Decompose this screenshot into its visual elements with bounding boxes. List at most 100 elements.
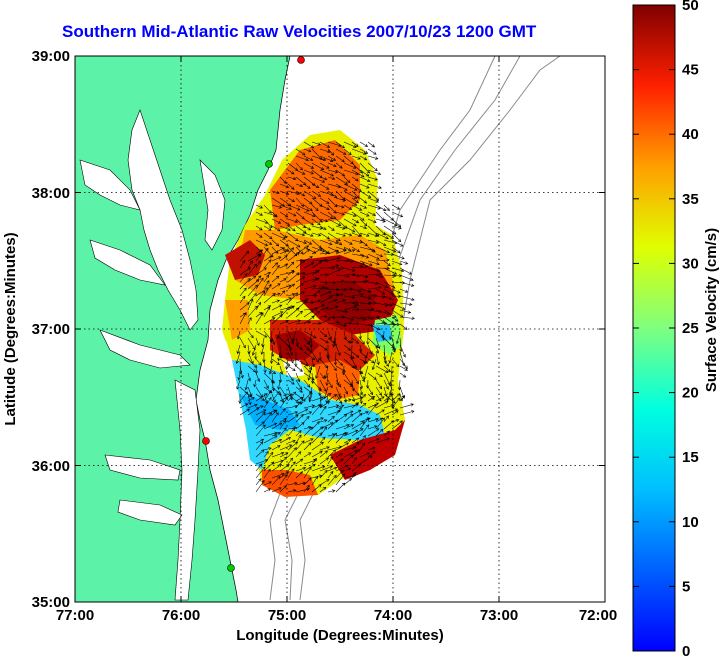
velocity-arrow [327, 204, 337, 214]
velocity-arrow [375, 232, 389, 240]
velocity-arrow [367, 232, 379, 237]
velocity-arrow [391, 218, 402, 228]
velocity-arrow [295, 471, 304, 479]
velocity-arrow [239, 302, 250, 311]
velocity-arrow [311, 232, 322, 237]
velocity-arrow [303, 232, 314, 237]
y-tick-label: 39:00 [32, 48, 70, 65]
velocity-arrow [271, 409, 278, 416]
velocity-arrow [399, 281, 415, 287]
velocity-arrow [327, 225, 335, 231]
velocity-arrow [295, 258, 304, 263]
velocity-arrow [255, 239, 269, 247]
velocity-arrow [391, 239, 404, 247]
velocity-arrow [383, 365, 391, 373]
velocity-arrow [351, 260, 366, 266]
velocity-arrow [276, 330, 281, 340]
velocity-arrow [279, 284, 292, 290]
velocity-arrow [279, 278, 287, 283]
velocity-arrow [247, 263, 257, 276]
velocity-arrow [359, 386, 364, 396]
velocity-arrow [351, 197, 360, 204]
velocity-arrow [263, 447, 272, 451]
velocity-arrow [271, 292, 281, 297]
velocity-arrow [375, 295, 386, 299]
velocity-arrow [271, 218, 282, 224]
velocity-arrow [327, 330, 332, 341]
velocity-arrow [255, 424, 266, 437]
velocity-arrow [351, 457, 357, 465]
velocity-arrow [287, 218, 299, 223]
velocity-arrow [279, 250, 287, 255]
velocity-arrow [255, 287, 269, 297]
velocity-arrow [325, 372, 329, 386]
y-tick-marks [75, 192, 605, 466]
velocity-arrow [311, 190, 322, 197]
velocity-arrow [391, 253, 405, 260]
velocity-arrow [343, 301, 359, 305]
velocity-arrow [335, 299, 346, 304]
y-tick-label: 35:00 [32, 594, 70, 611]
velocity-arrow [367, 155, 379, 160]
velocity-arrow [343, 204, 353, 210]
velocity-arrow [319, 204, 330, 210]
velocity-arrow [307, 365, 313, 381]
velocity-arrow [295, 458, 304, 465]
velocity-arrow [391, 358, 400, 368]
velocity-arrow [239, 408, 250, 416]
velocity-arrow [279, 456, 287, 465]
velocity-arrow [319, 225, 327, 230]
velocity-arrow [359, 295, 372, 300]
velocity-arrow [263, 255, 273, 262]
velocity-arrow [295, 259, 306, 269]
velocity-arrow [327, 232, 341, 242]
velocity-arrow [311, 155, 327, 162]
colorbar-tick-label: 15 [682, 449, 699, 466]
velocity-arrow [287, 379, 295, 385]
velocity-arrow [311, 269, 320, 276]
velocity-arrow [359, 288, 372, 293]
velocity-arrow [287, 461, 296, 472]
velocity-arrow [247, 305, 258, 318]
velocity-arrow [303, 211, 316, 218]
velocity-arrow [343, 305, 358, 311]
velocity-arrow [236, 330, 241, 340]
velocity-arrow [366, 379, 370, 389]
velocity-arrow [239, 287, 247, 297]
velocity-arrow [383, 415, 389, 423]
velocity-arrow [375, 409, 385, 416]
velocity-arrow [287, 272, 300, 283]
velocity-arrow [351, 274, 361, 278]
velocity-arrow [311, 441, 324, 451]
velocity-arrow [391, 288, 401, 294]
velocity-arrow [359, 162, 371, 174]
velocity-arrow [359, 274, 369, 279]
velocity-arrow [271, 262, 279, 269]
velocity-arrow [239, 295, 246, 304]
velocity-arrow [303, 197, 313, 205]
velocity-arrow [295, 487, 310, 493]
velocity-arrow [319, 405, 327, 416]
velocity-arrow [311, 162, 325, 170]
velocity-arrow [395, 330, 401, 345]
velocity-arrow [335, 323, 348, 328]
velocity-arrow [327, 176, 336, 180]
velocity-arrow [327, 404, 340, 409]
velocity-arrow [295, 434, 302, 444]
velocity-arrow [399, 393, 404, 402]
velocity-arrow [359, 402, 367, 409]
velocity-arrow [319, 141, 331, 148]
velocity-arrow [255, 478, 262, 486]
velocity-arrow [335, 239, 343, 246]
velocity-arrow [255, 358, 262, 366]
velocity-arrow [263, 225, 272, 231]
velocity-arrow [391, 420, 403, 430]
colorbar-tick-label: 5 [682, 578, 690, 595]
velocity-arrow [391, 260, 403, 266]
velocity-arrow [383, 302, 393, 307]
velocity-arrow [375, 351, 380, 366]
velocity-arrow [375, 239, 387, 246]
velocity-arrow [287, 427, 296, 437]
velocity-arrow [279, 418, 288, 423]
velocity-arrow [335, 148, 347, 155]
